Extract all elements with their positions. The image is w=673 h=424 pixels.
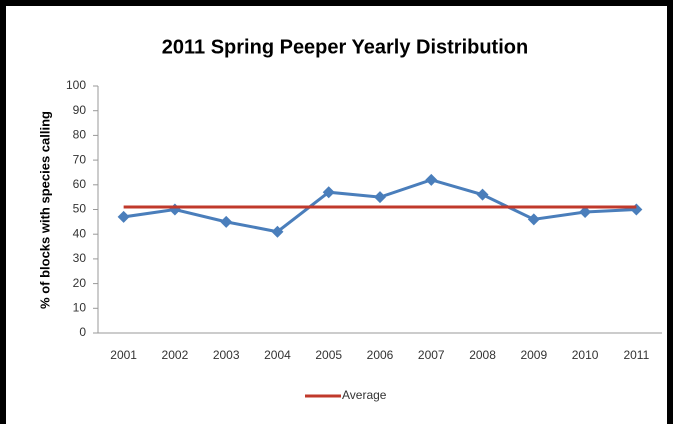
- y-tick-label: 80: [73, 128, 87, 142]
- x-tick-label: 2001: [110, 348, 137, 362]
- x-tick-label: 2003: [213, 348, 240, 362]
- y-axis-label: % of blocks with species calling: [37, 111, 52, 309]
- x-tick-label: 2005: [315, 348, 342, 362]
- x-tick-label: 2002: [162, 348, 189, 362]
- marker: [322, 186, 335, 199]
- x-tick-label: 2011: [623, 348, 649, 362]
- y-tick-label: 20: [73, 276, 87, 290]
- chart-title: 2011 Spring Peeper Yearly Distribution: [162, 36, 528, 58]
- marker: [117, 210, 130, 223]
- y-tick-label: 70: [73, 152, 87, 166]
- x-tick-label: 2004: [264, 348, 291, 362]
- x-tick-label: 2006: [367, 348, 394, 362]
- y-tick-label: 90: [73, 103, 87, 117]
- marker: [476, 188, 489, 201]
- y-tick-label: 100: [66, 78, 86, 92]
- marker: [579, 205, 592, 218]
- legend-label: Average: [342, 388, 387, 402]
- marker: [374, 191, 386, 204]
- y-tick-label: 10: [73, 300, 87, 314]
- marker: [425, 173, 438, 186]
- y-tick-label: 50: [73, 202, 87, 216]
- x-tick-label: 2008: [469, 348, 496, 362]
- marker: [271, 225, 284, 238]
- marker: [527, 213, 540, 226]
- x-tick-label: 2007: [418, 348, 445, 362]
- y-tick-label: 60: [73, 177, 87, 191]
- x-tick-label: 2009: [520, 348, 547, 362]
- marker: [220, 215, 233, 228]
- y-tick-label: 40: [73, 226, 87, 240]
- y-tick-label: 30: [73, 251, 87, 265]
- y-tick-label: 0: [79, 325, 86, 339]
- x-tick-label: 2010: [572, 348, 599, 362]
